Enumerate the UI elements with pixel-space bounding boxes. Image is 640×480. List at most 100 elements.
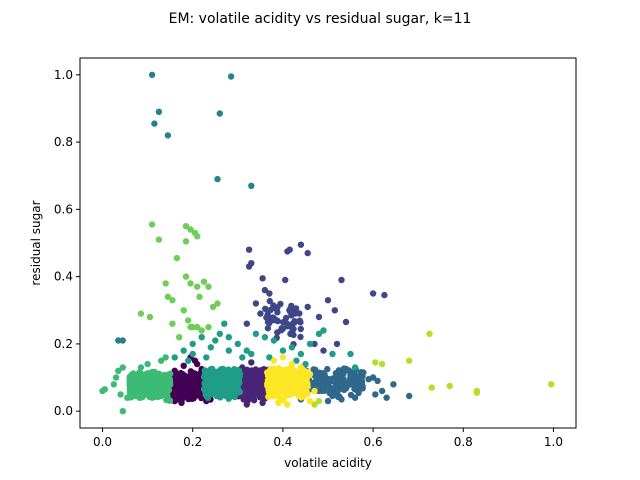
data-point: [383, 394, 390, 401]
data-point: [347, 350, 354, 358]
data-point: [324, 297, 332, 304]
data-point: [180, 380, 187, 387]
data-point: [148, 221, 156, 228]
data-point: [194, 283, 201, 290]
data-point: [218, 377, 226, 384]
data-point: [119, 408, 127, 415]
data-point: [341, 379, 348, 386]
series-6: [99, 354, 174, 415]
data-point: [286, 246, 293, 253]
y-axis-label: residual sugar: [29, 200, 43, 285]
data-point: [321, 387, 328, 394]
data-point: [250, 392, 258, 399]
data-point: [378, 360, 386, 368]
series-7: [137, 221, 221, 341]
data-point: [275, 364, 282, 372]
data-point: [292, 305, 300, 312]
plot-frame: [79, 57, 577, 429]
data-point: [203, 354, 210, 361]
data-point: [326, 389, 333, 397]
data-point: [297, 319, 304, 326]
data-point: [311, 401, 318, 408]
data-point: [291, 318, 298, 325]
data-point: [284, 323, 291, 330]
data-point: [248, 350, 255, 358]
data-point: [277, 300, 284, 308]
data-point: [302, 390, 309, 398]
data-point: [257, 310, 264, 317]
data-point: [204, 377, 212, 384]
data-point: [356, 377, 363, 385]
data-point: [300, 372, 307, 379]
data-point: [187, 226, 194, 233]
data-point: [372, 359, 379, 366]
data-point: [374, 377, 381, 385]
data-point: [258, 373, 265, 380]
data-point: [267, 387, 274, 395]
data-point: [225, 347, 232, 354]
y-tick-label: 1.0: [54, 68, 73, 82]
data-point: [473, 389, 480, 396]
x-tick-label: 0.8: [454, 435, 473, 449]
data-point: [178, 399, 185, 406]
data-point: [297, 350, 305, 358]
data-point: [234, 381, 242, 388]
data-point: [176, 334, 183, 341]
data-point: [151, 120, 158, 127]
data-point: [112, 374, 120, 381]
data-point: [209, 303, 217, 311]
data-point: [194, 381, 201, 388]
data-point: [266, 354, 273, 361]
data-point: [180, 347, 187, 354]
data-point: [351, 386, 359, 393]
series-2: [243, 241, 388, 354]
data-point: [117, 391, 124, 398]
data-point: [150, 385, 158, 392]
data-point: [194, 233, 201, 240]
y-tick-label: 0.4: [54, 270, 73, 284]
data-point: [137, 310, 145, 317]
data-point: [297, 325, 304, 333]
data-point: [290, 331, 297, 339]
y-tick-label: 0.6: [54, 202, 73, 216]
data-point: [162, 354, 169, 361]
data-point: [205, 323, 212, 331]
data-point: [290, 325, 297, 333]
data-point: [406, 357, 413, 364]
data-point: [274, 309, 281, 316]
data-point: [185, 357, 192, 364]
data-point: [313, 381, 320, 388]
data-point: [243, 347, 250, 354]
data-point: [548, 381, 555, 388]
data-point: [304, 249, 311, 257]
data-point: [372, 391, 379, 398]
data-point: [182, 238, 190, 245]
data-point: [119, 337, 127, 344]
data-point: [131, 383, 138, 390]
data-point: [304, 303, 311, 311]
data-point: [297, 333, 304, 341]
data-point: [155, 108, 163, 116]
data-point: [119, 364, 127, 371]
data-point: [227, 389, 234, 396]
data-point: [245, 389, 252, 396]
data-point: [175, 378, 182, 386]
data-point: [248, 260, 255, 267]
data-point: [274, 329, 281, 336]
data-point: [225, 334, 232, 341]
data-point: [306, 371, 314, 378]
data-point: [342, 318, 350, 326]
data-point: [280, 397, 287, 404]
data-point: [428, 384, 435, 391]
data-point: [329, 350, 336, 358]
data-point: [200, 278, 208, 285]
data-point: [216, 110, 223, 117]
data-point: [286, 390, 293, 398]
data-point: [171, 354, 178, 361]
data-point: [333, 340, 341, 348]
data-point: [279, 354, 287, 361]
data-point: [130, 374, 137, 381]
data-point: [297, 241, 305, 248]
x-axis-label: volatile acidity: [284, 456, 372, 470]
data-point: [240, 396, 247, 403]
